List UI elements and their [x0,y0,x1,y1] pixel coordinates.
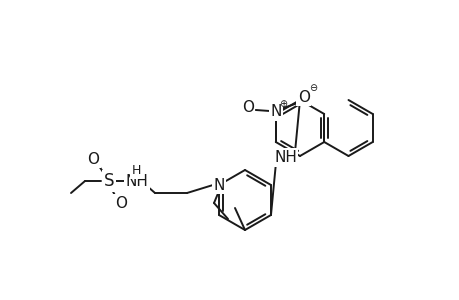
Text: N: N [269,104,281,119]
Text: S: S [104,172,114,190]
Text: H: H [131,164,140,178]
Text: O: O [241,100,253,116]
Text: ⊖: ⊖ [308,83,316,93]
Text: O: O [297,89,309,104]
Text: O: O [115,196,127,211]
Text: O: O [87,152,99,166]
Text: NH: NH [274,150,296,165]
Text: N: N [213,178,224,193]
Text: NH: NH [125,173,148,188]
Text: ⊕: ⊕ [278,99,286,109]
